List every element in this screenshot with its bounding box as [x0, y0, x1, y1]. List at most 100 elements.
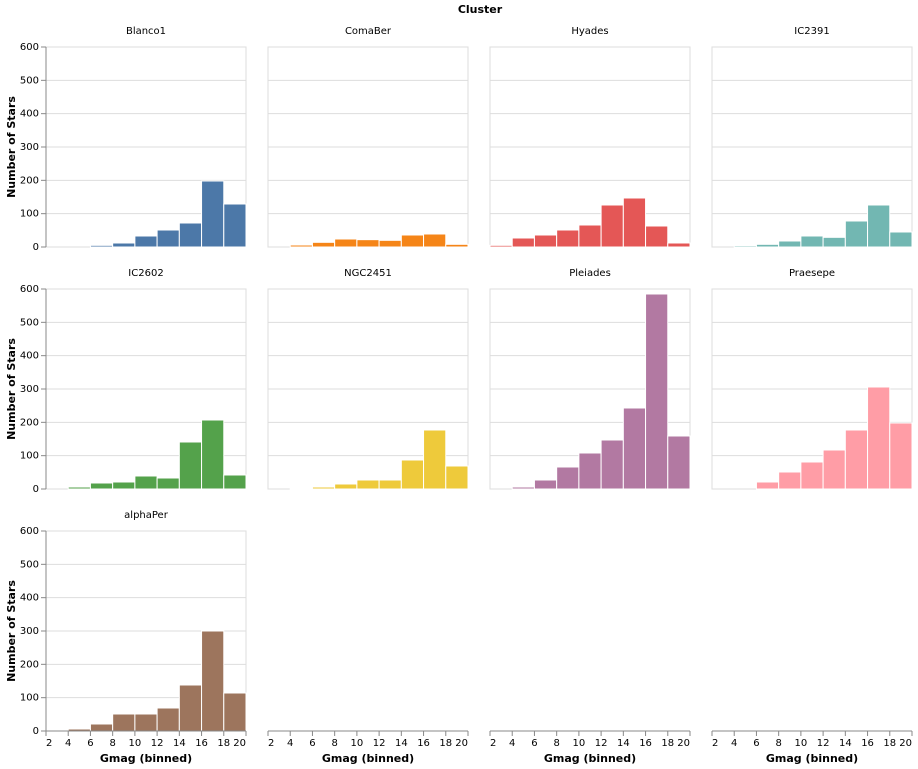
x-tick-label: 2 [268, 738, 274, 749]
bar [755, 243, 780, 248]
x-tick-label: 4 [65, 738, 71, 749]
x-tick-label: 4 [509, 738, 515, 749]
bar [134, 235, 158, 248]
x-tick-label: 14 [395, 738, 408, 749]
x-tick-label: 6 [309, 738, 315, 749]
facet-title: ComaBer [345, 26, 392, 37]
y-tick-label: 600 [20, 42, 39, 53]
bar [289, 487, 313, 490]
bar [844, 429, 869, 490]
x-tick-label: 2 [712, 738, 718, 749]
x-tick-label: 14 [173, 738, 186, 749]
bar [600, 439, 624, 490]
x-tick-label: 8 [331, 738, 337, 749]
x-tick-label: 12 [595, 738, 608, 749]
x-tick-label: 16 [639, 738, 652, 749]
x-tick-label: 16 [861, 738, 874, 749]
bar [178, 222, 203, 248]
x-tick-label: 8 [553, 738, 559, 749]
bar [445, 243, 469, 248]
y-axis-title: Number of Stars [5, 96, 18, 198]
bar [112, 713, 136, 732]
bar [556, 466, 580, 490]
x-tick-label: 20 [677, 738, 690, 749]
x-tick-label: 10 [351, 738, 364, 749]
bar [533, 479, 558, 490]
y-tick-label: 300 [20, 626, 39, 637]
bar [112, 242, 136, 248]
bar [89, 244, 114, 248]
bar [89, 482, 114, 490]
bar [511, 237, 535, 248]
bar [378, 479, 402, 490]
facet-title: IC2391 [794, 26, 829, 37]
bar [134, 475, 158, 490]
x-tick-label: 18 [439, 738, 452, 749]
bar [134, 713, 158, 732]
bar [667, 242, 691, 248]
x-tick-label: 8 [775, 738, 781, 749]
x-tick-label: 12 [373, 738, 386, 749]
y-tick-label: 0 [33, 484, 39, 495]
bar [645, 225, 669, 248]
bar [445, 465, 469, 490]
x-tick-label: 16 [195, 738, 208, 749]
x-axis-title: Gmag (binned) [322, 752, 414, 765]
bar [645, 293, 669, 490]
facet-title: IC2602 [128, 268, 163, 279]
bar [778, 240, 802, 248]
bar [178, 441, 203, 490]
bar [889, 422, 913, 490]
bar [489, 244, 513, 248]
x-tick-label: 16 [417, 738, 430, 749]
bar [578, 452, 602, 490]
chart-title: Cluster [458, 3, 503, 16]
y-tick-label: 400 [20, 109, 39, 120]
bar [800, 235, 824, 248]
bar [378, 239, 402, 248]
bar [356, 239, 380, 248]
x-tick-label: 20 [455, 738, 468, 749]
facet-title: Blanco1 [126, 26, 166, 37]
bar [867, 204, 891, 248]
bar [223, 203, 247, 248]
bar [667, 435, 691, 490]
bar [334, 483, 358, 490]
facet-title: Praesepe [789, 268, 835, 279]
bar [311, 241, 336, 248]
bar [289, 244, 313, 248]
bar [622, 197, 647, 248]
facet-title: Pleiades [569, 268, 611, 279]
bar [889, 231, 913, 248]
x-tick-label: 8 [109, 738, 115, 749]
bar [156, 229, 180, 248]
facet-title: Hyades [571, 26, 608, 37]
x-tick-label: 4 [287, 738, 293, 749]
y-tick-label: 200 [20, 659, 39, 670]
x-tick-label: 2 [46, 738, 52, 749]
bar [867, 386, 891, 490]
x-tick-label: 18 [661, 738, 674, 749]
y-tick-label: 500 [20, 317, 39, 328]
bar [400, 234, 425, 248]
y-tick-label: 300 [20, 142, 39, 153]
bar [822, 449, 846, 490]
y-tick-label: 0 [33, 242, 39, 253]
bar [844, 220, 869, 248]
y-tick-label: 600 [20, 284, 39, 295]
bar [156, 707, 180, 732]
bar [178, 684, 203, 732]
bar [556, 229, 580, 248]
y-tick-label: 100 [20, 451, 39, 462]
bar [334, 238, 358, 248]
x-axis-title: Gmag (binned) [544, 752, 636, 765]
x-tick-label: 4 [731, 738, 737, 749]
bar [112, 481, 136, 490]
x-tick-label: 10 [573, 738, 586, 749]
x-tick-label: 6 [87, 738, 93, 749]
bar [201, 180, 225, 248]
y-tick-label: 500 [20, 559, 39, 570]
x-tick-label: 12 [817, 738, 830, 749]
x-tick-label: 14 [617, 738, 630, 749]
